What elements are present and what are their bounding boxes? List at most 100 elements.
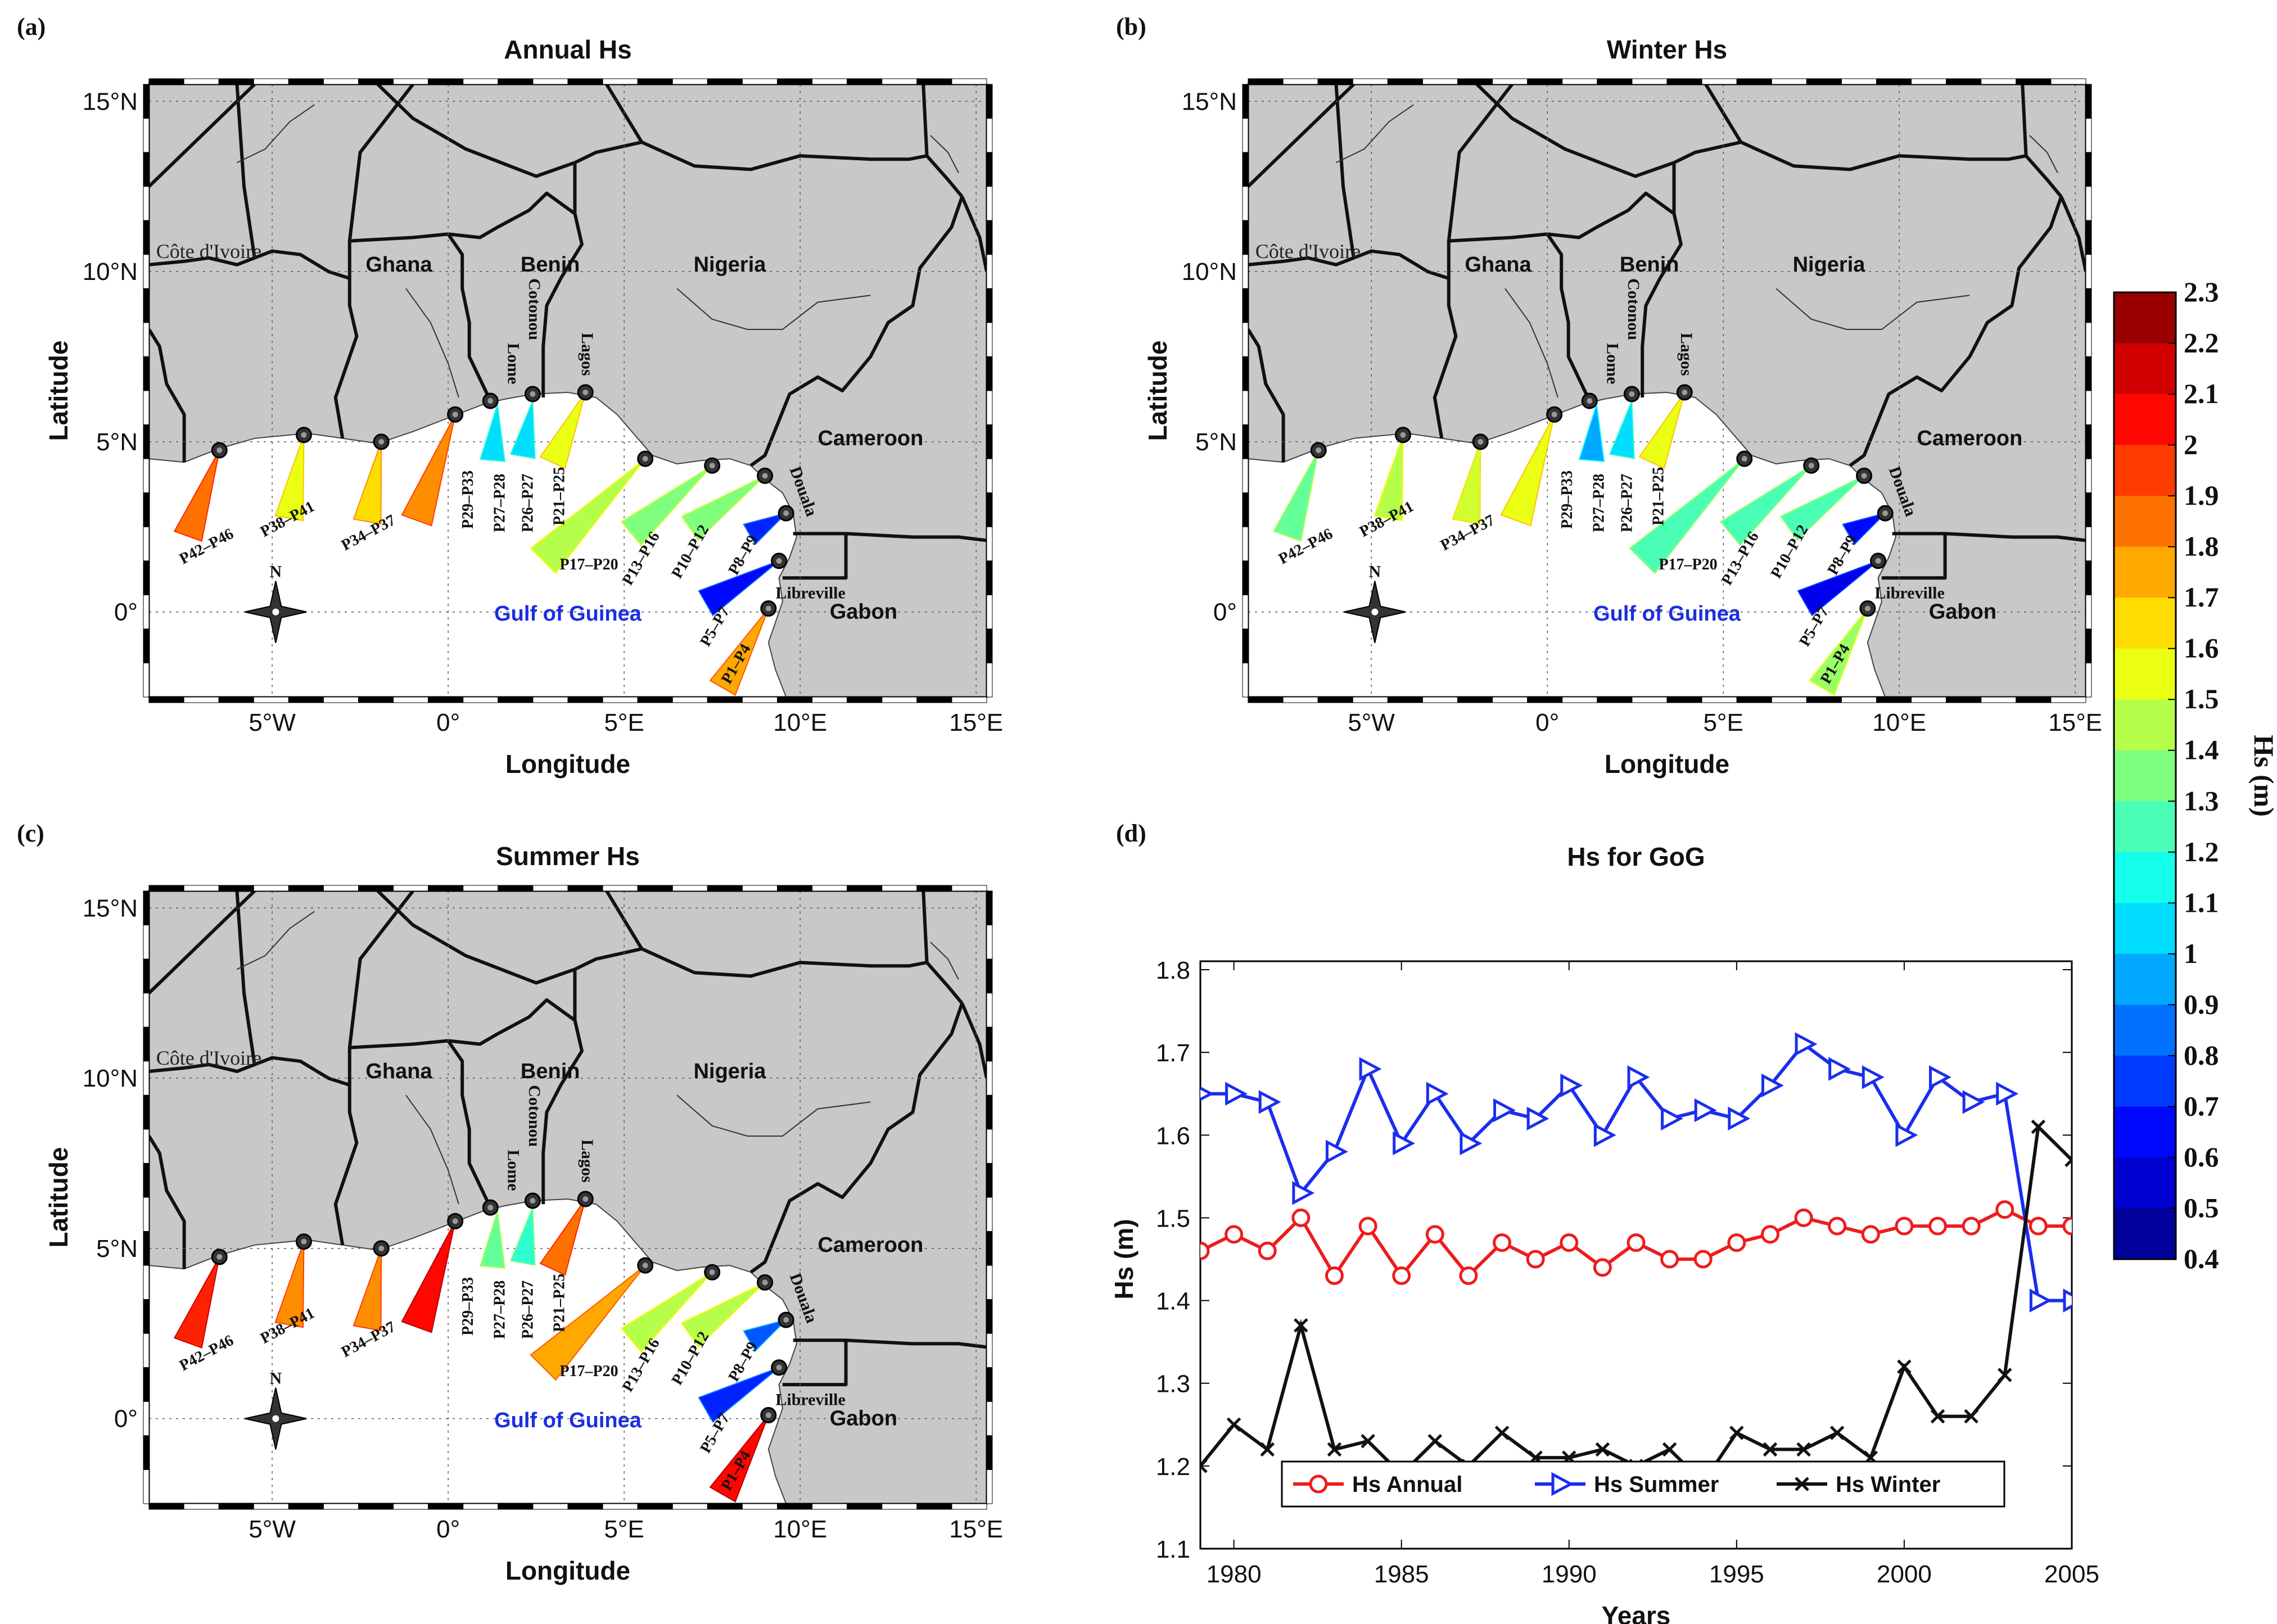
frame-tick (567, 696, 603, 703)
x-tick-label: 1995 (1709, 1560, 1764, 1588)
station-marker-core (378, 438, 385, 445)
country-label: Côte d'Ivoire (156, 240, 261, 263)
colorbar-tick-label: 1.9 (2184, 479, 2219, 511)
legend-label: Hs Winter (1836, 1472, 1940, 1497)
data-point (1200, 1459, 1208, 1473)
y-tick-label: 1.6 (1156, 1122, 1190, 1150)
frame-tick (1981, 78, 2017, 85)
x-tick-label: 2000 (1877, 1560, 1932, 1588)
frame-tick (847, 78, 883, 85)
frame-tick (253, 885, 289, 892)
frame-tick (2085, 560, 2092, 595)
frame-tick (1457, 78, 1493, 85)
country-border (1248, 249, 1449, 281)
lat-tick-label: 5°N (96, 1235, 138, 1263)
frame-tick (143, 1231, 150, 1266)
country-border (376, 891, 576, 985)
colorbar-swatch (2114, 903, 2176, 955)
frame-tick (358, 885, 394, 892)
station-marker-core (216, 447, 223, 453)
colorbar-tick-label: 2.1 (2184, 378, 2219, 409)
hs-wedge (173, 1256, 220, 1349)
hs-wedge (681, 1282, 766, 1348)
hs-wedge (709, 608, 769, 696)
country-label: Nigeria (694, 253, 767, 277)
lon-tick-label: 5°E (604, 709, 644, 736)
lat-tick-label: 0° (114, 599, 138, 626)
frame-tick (143, 628, 150, 663)
country-border (1334, 84, 1356, 259)
compass-rose: N (1344, 563, 1406, 643)
data-point (1694, 1098, 1717, 1123)
frame-tick (143, 662, 150, 698)
frame-tick (253, 78, 289, 85)
frame-tick (1457, 696, 1493, 703)
frame-tick (1242, 288, 1249, 323)
map-ylabel: Latitude (44, 1147, 73, 1248)
frame-tick (916, 1503, 952, 1510)
colorbar-tick-label: 1.4 (2184, 734, 2219, 766)
river (237, 911, 315, 970)
frame-tick (1666, 78, 1702, 85)
map-title: Winter Hs (1607, 35, 1727, 64)
hs-wedge (1719, 465, 1812, 546)
hs-wedge (353, 441, 382, 525)
frame-tick (637, 885, 673, 892)
frame-tick (2085, 254, 2092, 289)
frame-tick (602, 78, 638, 85)
frame-tick (358, 78, 394, 85)
frame-tick (951, 885, 987, 892)
frame-tick (986, 1401, 993, 1436)
frame-tick (2085, 458, 2092, 494)
frame-tick (1242, 322, 1249, 357)
frame-tick (637, 78, 673, 85)
frame-tick (143, 254, 150, 289)
frame-tick (637, 696, 673, 703)
city-label: Lome (504, 1150, 523, 1191)
lat-tick-label: 10°N (1182, 258, 1237, 286)
data-point (1727, 1233, 1746, 1252)
frame-tick (1242, 526, 1249, 562)
y-tick-label: 1.4 (1156, 1288, 1190, 1315)
frame-tick (218, 885, 254, 892)
frame-tick (143, 1401, 150, 1436)
frame-tick (1282, 696, 1318, 703)
city-label: Libreville (775, 1390, 845, 1409)
colorbar-tick-label: 2.3 (2184, 276, 2219, 307)
hs-wedge (1272, 450, 1320, 542)
frame-tick (143, 288, 150, 323)
frame-tick (1387, 78, 1423, 85)
map-title: Summer Hs (496, 842, 640, 871)
lon-tick-label: 0° (436, 1516, 460, 1543)
data-point (1729, 1426, 1744, 1440)
hs-wedge (1578, 404, 1605, 463)
frame-tick (567, 885, 603, 892)
data-point (1325, 1266, 1344, 1285)
segment-label: P21–P25 (1650, 467, 1668, 526)
frame-tick (2085, 356, 2092, 391)
frame-tick (463, 1503, 499, 1510)
frame-tick (847, 1503, 883, 1510)
data-point (1292, 1181, 1315, 1205)
map-panel-annual: (a) Annual Hs Côte d'Ivoire Ghana Benin Niger… (17, 13, 1003, 779)
data-point (1294, 1318, 1308, 1333)
country-label: Nigeria (1793, 253, 1866, 277)
frame-tick (742, 696, 778, 703)
frame-tick (1242, 254, 1249, 289)
station-marker-core (452, 1218, 458, 1224)
frame-tick (143, 1129, 150, 1164)
station-marker-core (642, 456, 648, 462)
frame-tick (143, 186, 150, 221)
legend-label: Hs Summer (1594, 1472, 1719, 1497)
frame-tick (498, 1503, 534, 1510)
series-hs-summer (1200, 1032, 2072, 1313)
legend-item: Hs Winter (1777, 1472, 1940, 1497)
frame-tick (428, 885, 464, 892)
frame-tick (777, 696, 813, 703)
frame-tick (143, 492, 150, 527)
chart-xlabel: Years (1602, 1601, 1671, 1624)
frame-tick (2050, 696, 2086, 703)
frame-tick (1242, 594, 1249, 630)
segment-label: P26–P27 (519, 474, 536, 532)
colorbar-swatch (2114, 496, 2176, 548)
